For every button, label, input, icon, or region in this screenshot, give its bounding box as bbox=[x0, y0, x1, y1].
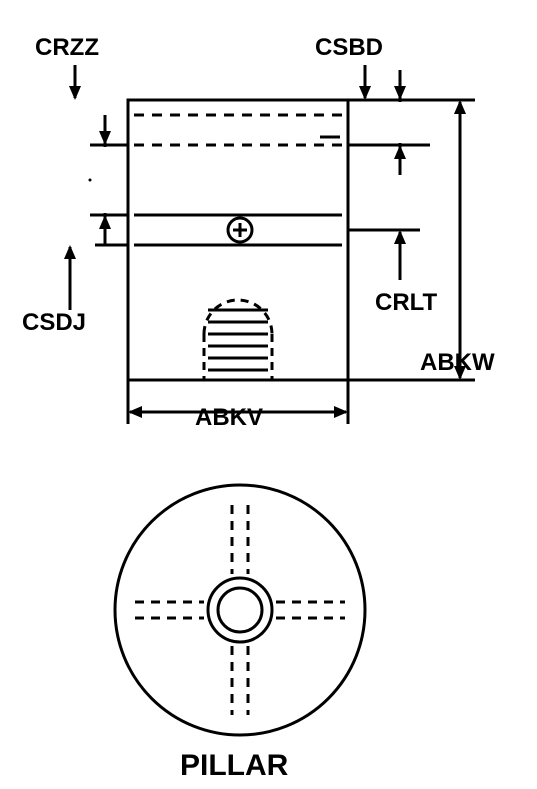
svg-text:CRZZ: CRZZ bbox=[35, 34, 99, 61]
svg-text:PILLAR: PILLAR bbox=[180, 749, 289, 782]
svg-text:CRLT: CRLT bbox=[375, 289, 438, 316]
pillar-diagram: CRZZ CSBD CSDJ CRLT ABKW ABKV PILLAR bbox=[0, 0, 537, 789]
svg-text:CSDJ: CSDJ bbox=[22, 309, 86, 336]
svg-text:CSBD: CSBD bbox=[315, 34, 383, 61]
svg-text:ABKV: ABKV bbox=[195, 404, 263, 431]
svg-text:ABKW: ABKW bbox=[420, 349, 495, 376]
